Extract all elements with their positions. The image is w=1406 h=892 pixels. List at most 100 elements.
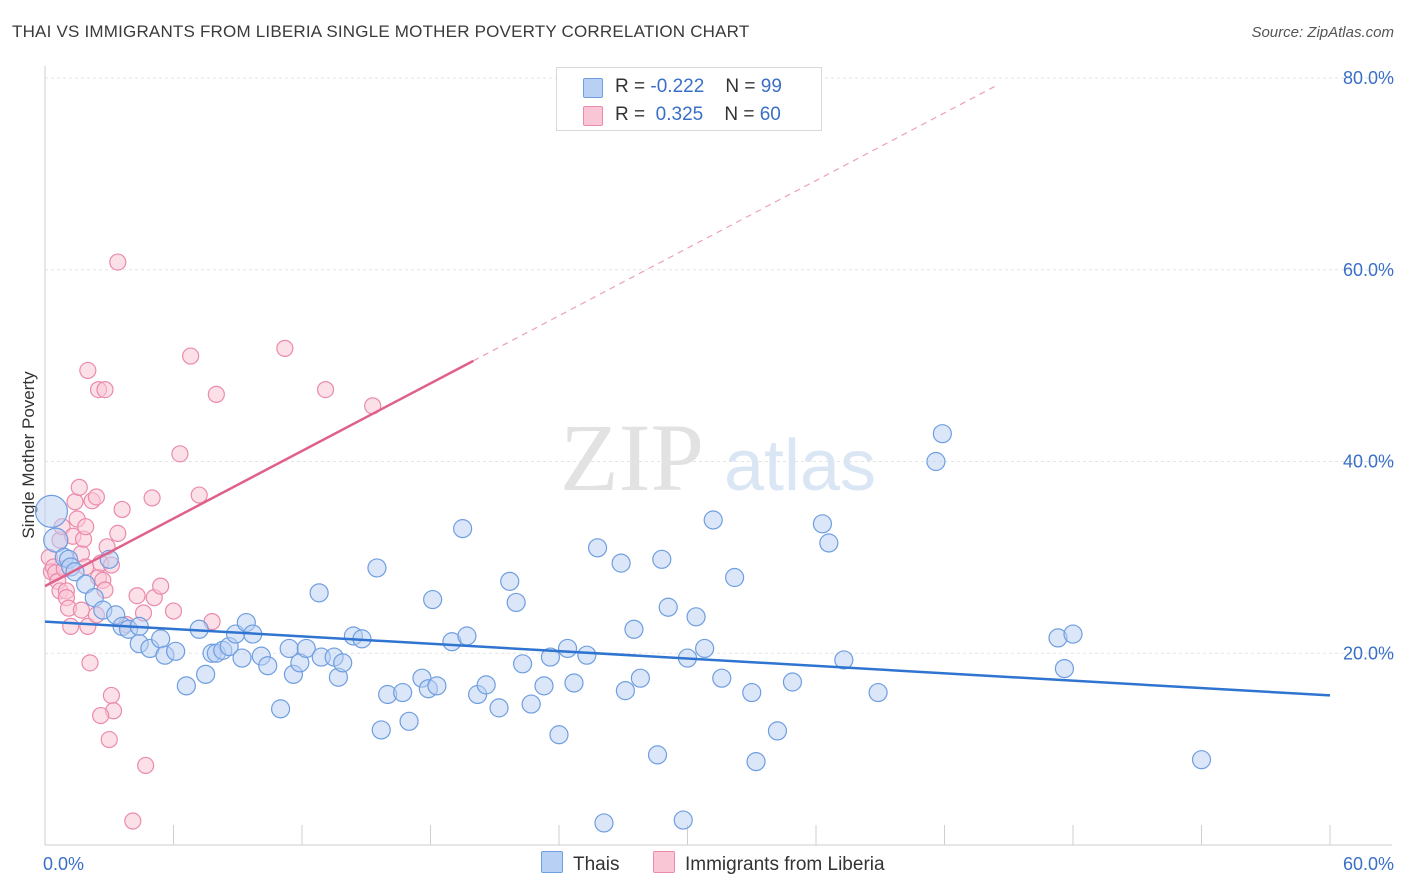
legend-n-value-liberia: 60 xyxy=(759,104,781,125)
thai-point xyxy=(76,574,96,594)
axis-tick-labels: 20.0% 40.0% 60.0% 80.0% 0.0% 60.0% xyxy=(43,68,1394,874)
bottom-legend-swatch-thai xyxy=(541,851,563,873)
liberia-point xyxy=(66,493,84,511)
thai-point xyxy=(767,721,788,741)
thai-point xyxy=(564,673,584,693)
legend-r-value-liberia: 0.325 xyxy=(655,104,704,125)
liberia-point xyxy=(152,577,170,595)
thai-point xyxy=(423,589,443,610)
liberia-point xyxy=(87,488,106,506)
watermark-atlas: atlas xyxy=(724,426,876,506)
thai-point xyxy=(270,699,291,719)
legend-swatch-liberia xyxy=(583,106,603,126)
trend-lines xyxy=(44,84,1331,697)
thai-point xyxy=(371,720,391,740)
liberia-point xyxy=(164,602,183,620)
thai-point xyxy=(540,647,561,667)
thai-point xyxy=(703,510,723,530)
liberia-point xyxy=(100,730,118,749)
source-credit: Source: ZipAtlas.com xyxy=(1251,24,1394,41)
legend-r-value-thai: -0.222 xyxy=(650,76,705,97)
legend-swatch-thai xyxy=(583,78,603,98)
y-axis-label: Single Mother Poverty xyxy=(19,371,38,539)
thai-point xyxy=(673,810,693,830)
liberia-trend-line xyxy=(44,359,474,588)
bottom-legend-label-thai: Thais xyxy=(573,854,620,875)
liberia-point xyxy=(190,486,208,504)
liberia-point xyxy=(92,706,110,725)
y-tick-label: 80.0% xyxy=(1343,68,1394,88)
x-tick-label: 60.0% xyxy=(1343,854,1394,874)
thai-point xyxy=(489,698,509,718)
liberia-point xyxy=(109,253,127,271)
liberia-point xyxy=(276,339,294,357)
liberia-point xyxy=(137,756,155,775)
thai-point xyxy=(232,648,252,668)
thai-point xyxy=(746,751,766,772)
thai-point xyxy=(427,676,447,696)
legend-stats-thai: R = -0.222 N = 99 xyxy=(615,76,782,98)
y-tick-label: 60.0% xyxy=(1343,260,1394,280)
thai-point xyxy=(926,451,946,472)
thai-point xyxy=(611,553,631,573)
thai-point xyxy=(258,656,278,676)
legend-n-label: N = xyxy=(724,104,755,125)
watermark-zip: ZIP xyxy=(560,404,704,511)
thai-point xyxy=(506,592,526,613)
thai-point xyxy=(476,675,496,695)
legend-n-label: N = xyxy=(725,76,756,97)
thai-point xyxy=(196,664,216,684)
x-tick-label: 0.0% xyxy=(43,854,84,874)
thai-point xyxy=(43,527,69,553)
thai-point xyxy=(166,641,186,661)
liberia-point xyxy=(79,361,97,380)
thai-point xyxy=(615,681,635,701)
axes xyxy=(44,66,1392,846)
thai-point xyxy=(577,645,597,665)
thai-point xyxy=(712,668,732,688)
liberia-point xyxy=(143,489,161,507)
series-liberia-points xyxy=(40,253,382,830)
thai-point xyxy=(1191,750,1212,770)
gridlines xyxy=(45,77,1392,654)
thai-point xyxy=(686,607,706,627)
thai-point xyxy=(151,629,171,649)
thai-point xyxy=(367,558,387,578)
liberia-point xyxy=(81,654,99,672)
y-tick-label: 40.0% xyxy=(1343,452,1394,472)
thai-point xyxy=(624,619,644,639)
correlation-legend: R = -0.222 N = 99 R = 0.325 N = 60 xyxy=(556,67,822,131)
liberia-point xyxy=(113,500,131,519)
y-tick-label: 20.0% xyxy=(1343,643,1394,663)
bottom-legend-liberia: Immigrants from Liberia xyxy=(653,851,885,876)
liberia-point xyxy=(316,380,335,399)
liberia-point xyxy=(79,617,97,636)
thai-point xyxy=(782,672,803,692)
thai-point xyxy=(393,682,413,703)
thai-point xyxy=(500,571,520,591)
thai-point xyxy=(512,654,533,674)
bottom-legend-thai: Thais xyxy=(541,851,619,876)
bottom-legend-swatch-liberia xyxy=(653,851,675,873)
liberia-point xyxy=(124,812,142,830)
liberia-point xyxy=(77,518,95,536)
thai-point xyxy=(819,533,839,553)
liberia-point xyxy=(171,445,189,463)
liberia-point xyxy=(72,601,91,619)
thai-point xyxy=(521,694,541,714)
thai-point xyxy=(812,514,833,534)
thai-point xyxy=(399,711,419,731)
thai-point xyxy=(587,538,608,558)
thai-point xyxy=(296,638,316,659)
thai-point xyxy=(868,682,888,703)
liberia-point xyxy=(102,686,120,705)
thai-point xyxy=(549,725,569,745)
legend-r-label: R = xyxy=(615,104,646,125)
series-thai-points xyxy=(34,424,1212,833)
thai-point xyxy=(932,424,952,444)
thai-point xyxy=(630,668,650,688)
thai-point xyxy=(176,676,196,696)
bottom-legend-label-liberia: Immigrants from Liberia xyxy=(685,854,885,875)
liberia-point xyxy=(70,478,88,496)
